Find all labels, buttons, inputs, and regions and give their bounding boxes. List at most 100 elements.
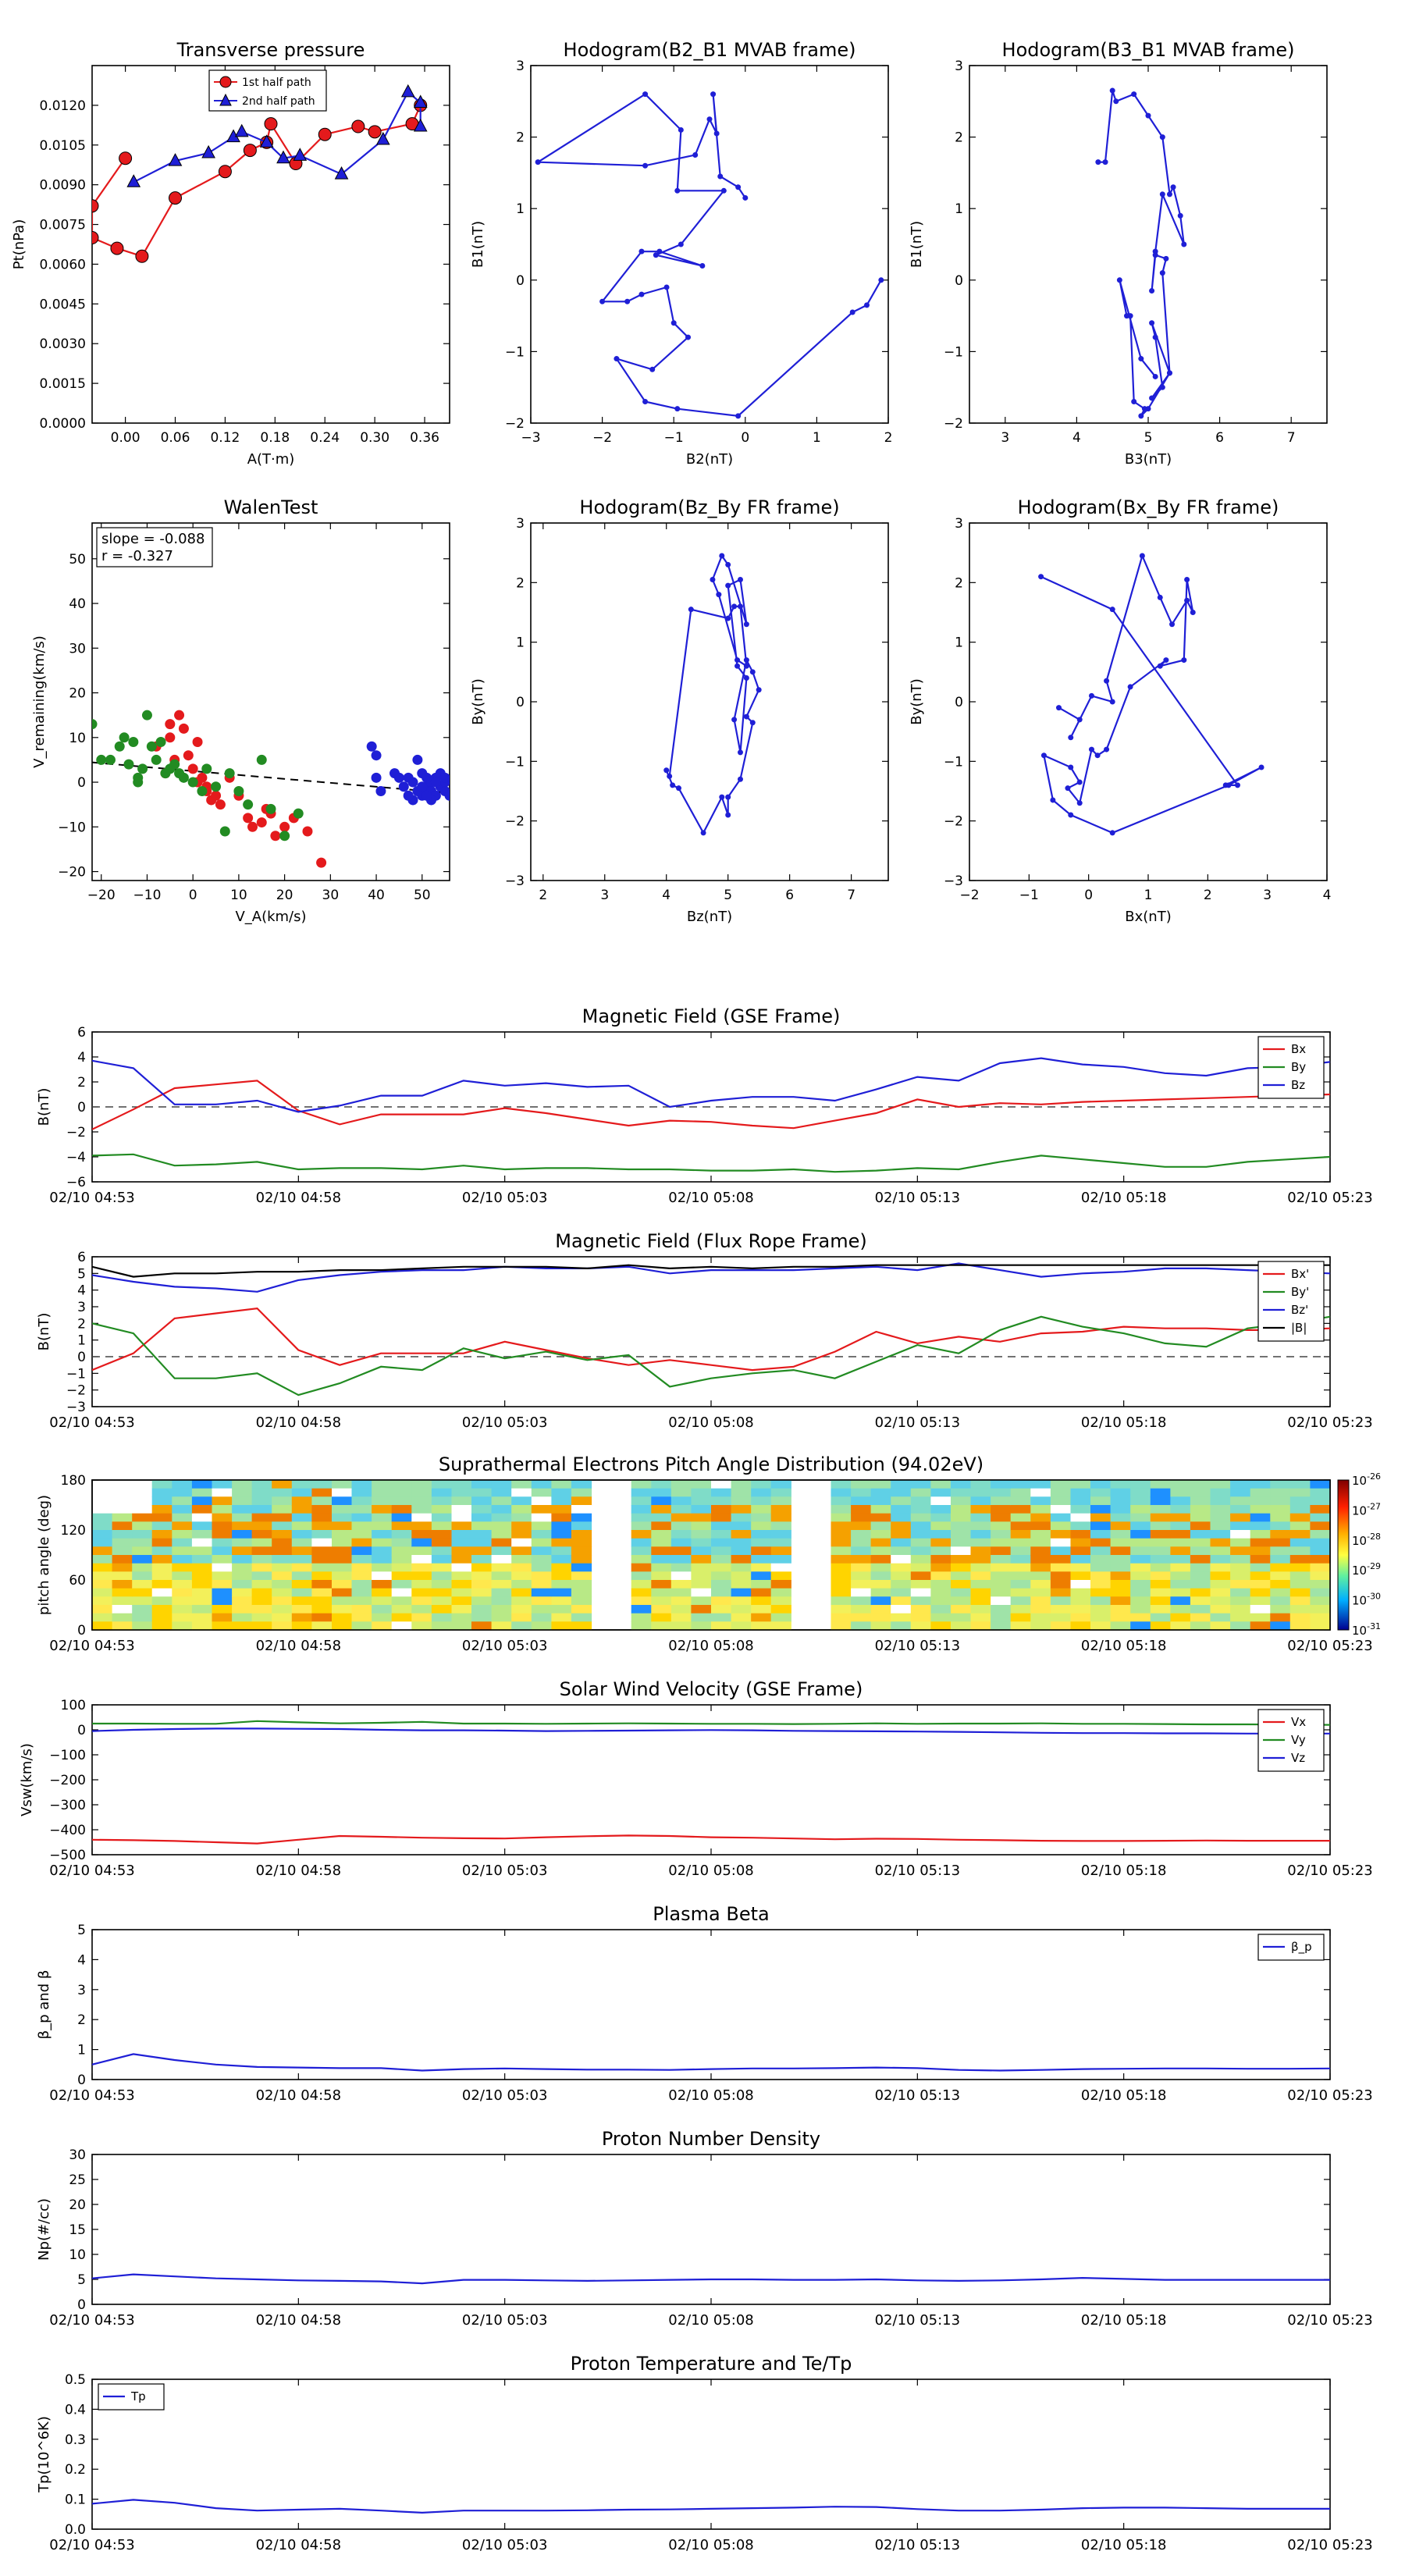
heatmap-cell bbox=[511, 1580, 532, 1589]
heatmap-cell bbox=[112, 1538, 133, 1547]
data-point bbox=[1056, 705, 1062, 711]
series-line bbox=[92, 1080, 1330, 1130]
x-tick-label: 30 bbox=[322, 888, 340, 903]
heatmap-cell bbox=[291, 1555, 312, 1564]
y-tick-label: 0.0 bbox=[65, 2522, 86, 2538]
data-point bbox=[1170, 184, 1176, 190]
heatmap-cell bbox=[1270, 1513, 1291, 1522]
x-tick-label: 02/10 04:58 bbox=[256, 1863, 341, 1879]
heatmap-cell bbox=[1310, 1546, 1331, 1556]
heatmap-cell bbox=[711, 1613, 732, 1622]
heatmap-cell bbox=[431, 1555, 453, 1564]
heatmap-cell bbox=[1270, 1605, 1291, 1614]
heatmap-cell bbox=[670, 1505, 692, 1514]
data-point bbox=[1159, 134, 1165, 141]
heatmap-cell bbox=[1210, 1496, 1231, 1506]
x-tick-label: 02/10 05:13 bbox=[875, 2312, 960, 2329]
heatmap-cell bbox=[1230, 1480, 1251, 1489]
heatmap-cell bbox=[191, 1480, 213, 1489]
heatmap-cell bbox=[112, 1563, 133, 1572]
heatmap-cell bbox=[870, 1605, 891, 1614]
heatmap-cell bbox=[1230, 1530, 1251, 1539]
heatmap-cell bbox=[951, 1571, 972, 1581]
y-tick-label: 3 bbox=[516, 59, 525, 74]
data-point bbox=[1104, 678, 1110, 684]
heatmap-cell bbox=[1030, 1496, 1051, 1506]
data-point bbox=[638, 248, 645, 254]
chart-pad: Suprathermal Electrons Pitch Angle Distr… bbox=[36, 1453, 1381, 1654]
heatmap-cell bbox=[651, 1538, 672, 1547]
heatmap-cell bbox=[891, 1555, 912, 1564]
data-point bbox=[413, 94, 428, 108]
data-point bbox=[123, 759, 134, 770]
y-tick-label: 60 bbox=[69, 1573, 86, 1589]
heatmap-cell bbox=[1150, 1513, 1171, 1522]
y-tick-label: 120 bbox=[61, 1523, 86, 1539]
heatmap-cell bbox=[571, 1480, 592, 1489]
heatmap-cell bbox=[770, 1530, 791, 1539]
plot-area bbox=[92, 710, 450, 868]
heatmap-cell bbox=[711, 1571, 732, 1581]
heatmap-cell bbox=[831, 1480, 852, 1489]
heatmap-cell bbox=[670, 1521, 692, 1531]
heatmap-cell bbox=[1250, 1521, 1271, 1531]
heatmap-cell bbox=[691, 1613, 712, 1622]
legend-label: |B| bbox=[1291, 1321, 1307, 1335]
heatmap-cell bbox=[951, 1588, 972, 1597]
heatmap-cell bbox=[351, 1571, 372, 1581]
heatmap-cell bbox=[1150, 1488, 1171, 1497]
series-line bbox=[92, 1264, 1330, 1278]
x-tick-label: −2 bbox=[592, 430, 612, 446]
heatmap-cell bbox=[851, 1538, 872, 1547]
heatmap-cell bbox=[930, 1530, 951, 1539]
x-tick-label: −1 bbox=[664, 430, 684, 446]
heatmap-cell bbox=[92, 1530, 113, 1539]
y-tick-label: 6 bbox=[77, 1250, 86, 1265]
data-point bbox=[535, 159, 541, 165]
heatmap-cell bbox=[92, 1588, 113, 1597]
series-line bbox=[665, 553, 760, 835]
heatmap-cell bbox=[132, 1605, 153, 1614]
chart-mag-fr: Magnetic Field (Flux Rope Frame)−3−2−101… bbox=[36, 1230, 1373, 1431]
data-point bbox=[243, 799, 254, 810]
heatmap-cell bbox=[191, 1521, 213, 1531]
heatmap-cell bbox=[851, 1580, 872, 1589]
x-tick-label: −2 bbox=[959, 888, 979, 903]
y-tick-label: 10 bbox=[69, 2247, 86, 2263]
data-point bbox=[663, 767, 670, 774]
heatmap-cell bbox=[951, 1546, 972, 1556]
data-point bbox=[1149, 288, 1155, 294]
heatmap-cell bbox=[1270, 1571, 1291, 1581]
data-point bbox=[1124, 313, 1130, 319]
heatmap-cell bbox=[1110, 1580, 1131, 1589]
heatmap-cell bbox=[291, 1571, 312, 1581]
plot-area bbox=[92, 1057, 1330, 1173]
heatmap-cell bbox=[391, 1588, 412, 1597]
heatmap-cell bbox=[311, 1538, 333, 1547]
y-tick-label: 10 bbox=[69, 731, 86, 746]
heatmap-cell bbox=[332, 1621, 353, 1631]
heatmap-cell bbox=[751, 1613, 772, 1622]
data-point bbox=[375, 786, 386, 796]
heatmap-cell bbox=[1230, 1505, 1251, 1514]
heatmap-cell bbox=[930, 1480, 951, 1489]
x-tick-label: 40 bbox=[368, 888, 385, 903]
heatmap-cell bbox=[332, 1571, 353, 1581]
heatmap-cell bbox=[511, 1513, 532, 1522]
colorbar-label-exp: -26 bbox=[1367, 1471, 1381, 1482]
data-point bbox=[92, 231, 99, 245]
y-tick-label: 0.0060 bbox=[40, 257, 86, 272]
heatmap-cell bbox=[1090, 1505, 1112, 1514]
heatmap-cell bbox=[910, 1521, 931, 1531]
y-tick-label: −100 bbox=[49, 1748, 86, 1763]
heatmap-cell bbox=[151, 1571, 173, 1581]
heatmap-cell bbox=[1010, 1546, 1031, 1556]
heatmap-cell bbox=[831, 1505, 852, 1514]
colorbar-label-exp: -27 bbox=[1367, 1501, 1381, 1511]
y-tick-label: 0.0105 bbox=[40, 138, 86, 154]
heatmap-cell bbox=[551, 1555, 572, 1564]
chart-title: Hodogram(Bx_By FR frame) bbox=[1018, 496, 1279, 518]
data-point bbox=[649, 366, 656, 372]
heatmap-cell bbox=[172, 1555, 193, 1564]
data-point bbox=[165, 732, 176, 743]
